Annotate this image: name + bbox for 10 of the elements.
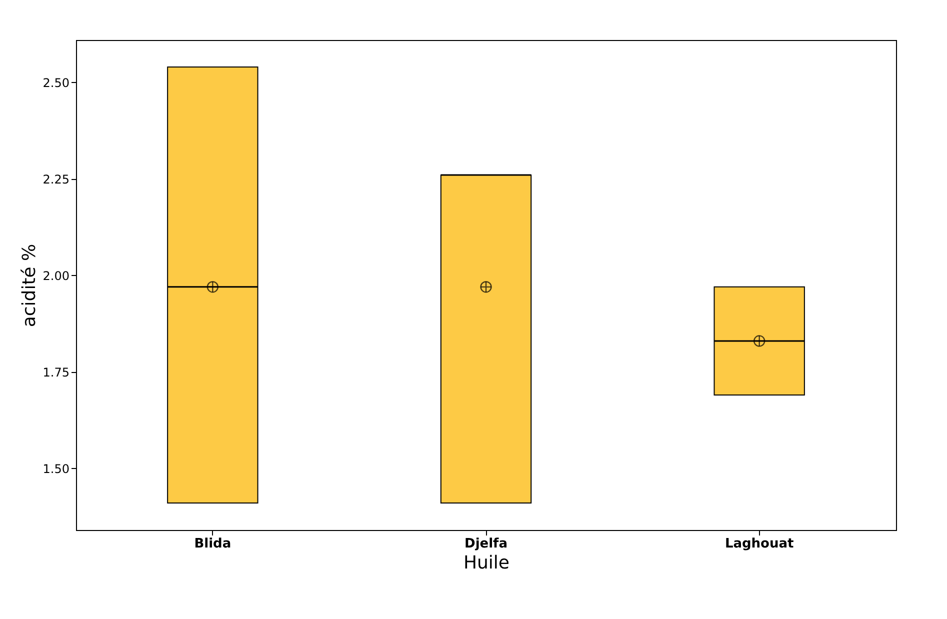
- y-tick-label: 1.50: [42, 462, 70, 476]
- x-tick-label: Laghouat: [724, 536, 794, 552]
- y-tick-label: 2.25: [42, 172, 70, 186]
- y-tick-label: 2.00: [42, 268, 70, 283]
- y-tick-label: 2.50: [42, 76, 70, 90]
- x-axis-title: Huile: [463, 552, 510, 574]
- y-axis-title: acidité %: [18, 244, 40, 328]
- x-tick-label: Blida: [194, 536, 232, 552]
- y-tick-label: 1.75: [42, 365, 70, 380]
- x-tick-label: Djelfa: [464, 536, 508, 552]
